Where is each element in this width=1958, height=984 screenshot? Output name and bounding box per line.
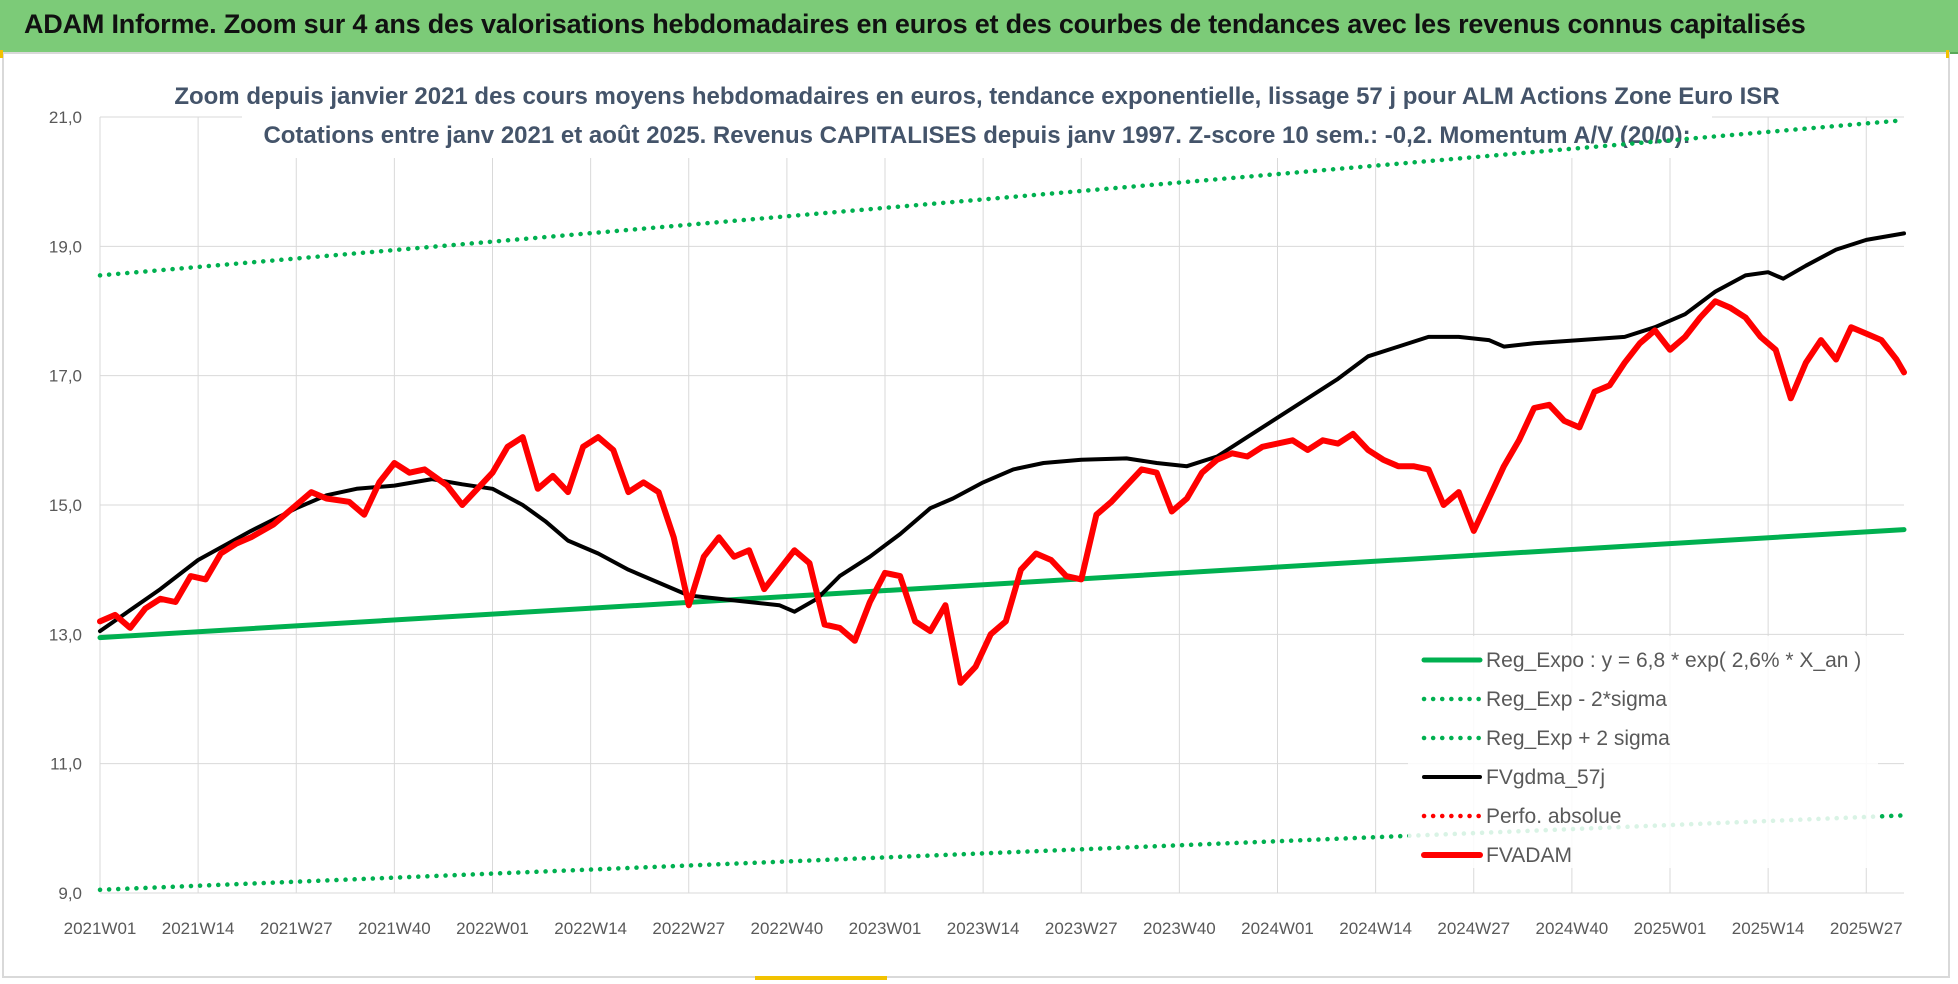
x-tick-label: 2025W27 [1830,919,1903,938]
page-title: ADAM Informe. Zoom sur 4 ans des valoris… [24,9,1806,39]
x-tick-label: 2023W27 [1045,919,1118,938]
chart-subtitle-line-1: Zoom depuis janvier 2021 des cours moyen… [174,83,1779,110]
legend-label: Reg_Exp + 2 sigma [1486,727,1670,750]
y-axis: 9,0 11,0 13,0 15,0 17,0 19,0 21,0 [49,108,82,903]
header-banner: ADAM Informe. Zoom sur 4 ans des valoris… [0,0,1958,54]
legend: Reg_Expo : y = 6,8 * exp( 2,6% * X_an ) R… [1408,636,1878,868]
corner-marker [1946,50,1949,58]
x-tick-label: 2024W40 [1535,919,1608,938]
legend-box [1408,636,1878,868]
y-tick-label: 19,0 [49,237,82,256]
y-tick-label: 13,0 [49,625,82,644]
legend-label: Reg_Expo : y = 6,8 * exp( 2,6% * X_an ) [1486,649,1861,672]
x-tick-label: 2022W27 [652,919,725,938]
series-line-0 [97,527,1907,641]
series-line-3 [98,231,1906,634]
x-tick-label: 2021W40 [358,919,431,938]
subtitle-background [242,78,1712,158]
series [97,117,1907,893]
chart-frame [2,52,1950,978]
y-tick-label: 17,0 [49,367,82,386]
x-tick-label: 2023W40 [1143,919,1216,938]
legend-label: Reg_Exp - 2*sigma [1486,688,1667,711]
legend-label: Perfo. absolue [1486,805,1621,828]
x-tick-label: 2021W27 [260,919,333,938]
x-tick-label: 2024W14 [1339,919,1412,938]
x-tick-label: 2024W01 [1241,919,1314,938]
x-tick-label: 2025W14 [1732,919,1805,938]
x-tick-label: 2022W40 [750,919,823,938]
x-tick-label: 2022W14 [554,919,627,938]
x-tick-label: 2024W27 [1437,919,1510,938]
x-tick-label: 2021W14 [162,919,235,938]
y-tick-label: 9,0 [58,884,82,903]
y-tick-label: 21,0 [49,108,82,127]
x-tick-label: 2023W01 [849,919,922,938]
series-line-2 [97,117,1907,278]
x-tick-label: 2022W01 [456,919,529,938]
legend-label: FVgdma_57j [1486,766,1605,789]
corner-marker [755,976,887,980]
y-tick-label: 15,0 [49,496,82,515]
x-axis: 2021W01 2021W14 2021W27 2021W40 2022W01 2022W… [64,919,1903,938]
corner-marker [0,50,3,58]
x-tick-label: 2025W01 [1634,919,1707,938]
series-line-5 [97,298,1907,686]
x-tick-label: 2023W14 [947,919,1020,938]
series-line-1 [97,813,1907,893]
x-tick-label: 2021W01 [64,919,137,938]
y-tick-label: 11,0 [50,755,82,774]
legend-label: FVADAM [1486,844,1572,867]
chart-subtitle-line-2: Cotations entre janv 2021 et août 2025. … [263,122,1690,149]
grid [99,116,1904,894]
